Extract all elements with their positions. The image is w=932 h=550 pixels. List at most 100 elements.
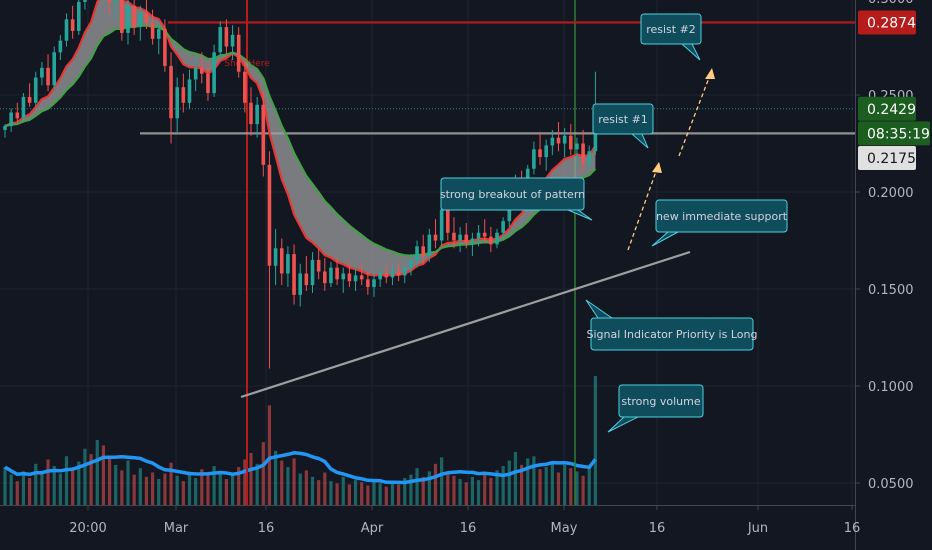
candle <box>249 87 253 136</box>
volume-bar <box>200 469 204 505</box>
candle <box>113 0 118 20</box>
volume-moving-average-line <box>4 451 597 485</box>
candle-body <box>298 273 302 295</box>
price-badge: 0.2175 <box>858 146 916 171</box>
candle <box>433 219 438 249</box>
volume-bar <box>556 472 561 505</box>
volume-bar <box>587 466 591 505</box>
projection-arrowhead-1 <box>652 162 662 173</box>
candle <box>150 9 155 45</box>
candle-body <box>292 254 296 295</box>
volume-bar <box>187 471 192 505</box>
candle-body <box>415 246 419 260</box>
volume-bar <box>64 456 69 505</box>
x-axis-tick-label: 16 <box>844 521 861 536</box>
volume-bar <box>280 460 284 505</box>
price-badge-label: 0.2175 <box>867 151 916 167</box>
volume-bar <box>581 475 585 505</box>
volume-bar <box>40 472 44 505</box>
ascending-trendline <box>240 250 691 399</box>
volume-bar <box>440 457 444 505</box>
volume-bar <box>390 481 395 505</box>
volume-bar <box>317 480 321 505</box>
candle <box>236 27 241 78</box>
candle <box>156 21 161 55</box>
x-axis-tick-label: May <box>551 521 578 536</box>
volume-bar <box>163 473 167 505</box>
candle-body <box>562 135 567 144</box>
candle-body <box>384 273 389 278</box>
candle <box>415 240 419 268</box>
candle-body <box>107 0 112 2</box>
candle-body <box>181 87 186 103</box>
callout-text: strong volume <box>621 395 700 408</box>
volume-bar <box>489 477 493 505</box>
volume-bar <box>458 479 462 505</box>
volume-bar <box>77 461 81 505</box>
candle <box>279 238 284 286</box>
x-axis-tick-label: Apr <box>361 521 384 536</box>
candle <box>495 228 499 249</box>
candle <box>27 83 32 107</box>
candle-body <box>200 67 204 74</box>
candle <box>544 139 548 171</box>
projection-arrow-1 <box>627 162 660 251</box>
candle-body <box>77 1 81 31</box>
x-axis-tick-label: 20:00 <box>69 521 106 536</box>
candle <box>359 263 364 286</box>
candle-body <box>46 67 50 86</box>
candle <box>390 265 395 286</box>
volume-bar <box>194 477 198 505</box>
callout-text: Signal Indicator Priority is Long <box>587 328 758 341</box>
candle <box>255 96 259 138</box>
volume-bar <box>341 476 345 505</box>
volume-bar <box>409 474 413 505</box>
projection-arrow-2 <box>678 69 713 157</box>
candle <box>409 254 413 276</box>
volume-bar <box>243 459 247 505</box>
candle-body <box>230 34 235 47</box>
callout-tail <box>607 416 639 433</box>
drawing-tools <box>240 68 715 399</box>
candle-body <box>9 112 13 127</box>
projection-arrowhead-2 <box>705 68 715 79</box>
candle-body <box>532 149 536 169</box>
volume-bar <box>501 466 505 505</box>
strong-volume-callout: strong volume <box>607 384 704 433</box>
candle <box>335 257 339 286</box>
volume-bar <box>181 481 185 505</box>
candle-body <box>40 67 44 78</box>
price-badge: 0.2429 <box>858 96 916 121</box>
volume-bar <box>427 471 431 505</box>
volume-bar <box>464 482 468 505</box>
candle <box>347 261 352 288</box>
x-axis[interactable]: 20:00 Mar 16 Apr 16 May 16 Jun 16 <box>0 505 860 550</box>
candle <box>341 267 346 293</box>
volume-bar <box>372 479 376 505</box>
volume-bar <box>157 479 161 505</box>
candle-body <box>267 164 272 266</box>
callout-tail <box>585 299 613 319</box>
candle-body <box>489 236 493 245</box>
immediate-support-callout: new immediate support <box>651 199 788 247</box>
volume-bar <box>360 482 364 505</box>
y-axis-tick-label: 0.0500 <box>868 477 914 492</box>
volume-bar <box>206 474 210 505</box>
candle <box>329 261 333 288</box>
candle <box>421 234 425 264</box>
candle <box>175 77 179 132</box>
candle-body <box>452 232 456 241</box>
candle <box>304 256 309 291</box>
volume-bar <box>575 471 579 505</box>
volume-bar <box>507 460 511 505</box>
price-badge-background <box>858 146 916 171</box>
volume-bar <box>532 456 536 505</box>
volume-bar <box>329 481 333 505</box>
price-badge: 08:35:19 <box>858 121 930 146</box>
candle-body <box>402 267 407 276</box>
volume-bar <box>476 480 481 505</box>
y-axis[interactable]: 0.40000.35000.30000.25000.20000.15000.10… <box>855 0 932 550</box>
callout-tail <box>651 231 679 247</box>
candle-body <box>421 246 425 257</box>
